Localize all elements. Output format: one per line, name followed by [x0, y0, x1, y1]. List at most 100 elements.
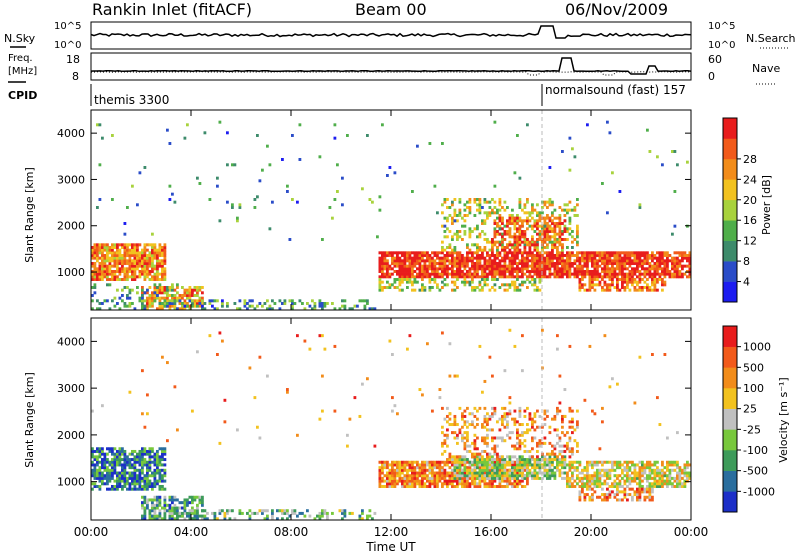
heatmap-cell: [568, 439, 572, 443]
heatmap-cell: [111, 299, 114, 303]
heatmap-cell: [366, 377, 369, 381]
heatmap-cell: [493, 463, 497, 467]
heatmap-cell: [663, 254, 667, 257]
heatmap-cell: [486, 259, 489, 263]
heatmap-cell: [563, 267, 567, 271]
heatmap-cell: [661, 283, 664, 287]
heatmap-cell: [648, 484, 652, 488]
heatmap-cell: [581, 479, 584, 483]
heatmap-cell: [111, 474, 114, 478]
heatmap-cell: [593, 476, 597, 480]
heatmap-cell: [401, 288, 404, 292]
heatmap-cell: [413, 288, 417, 292]
heatmap-cell: [648, 262, 652, 265]
heatmap-cell: [613, 262, 617, 265]
heatmap-cell: [533, 219, 537, 223]
heatmap-cell: [638, 498, 642, 502]
heatmap-cell: [386, 251, 389, 255]
heatmap-cell: [623, 259, 627, 263]
heatmap-cell: [151, 501, 154, 505]
heatmap-cell: [138, 476, 142, 480]
heatmap-cell: [108, 259, 112, 263]
heatmap-cell: [558, 256, 562, 260]
heatmap-cell: [133, 484, 137, 488]
heatmap-cell: [523, 463, 527, 467]
heatmap-cell: [153, 272, 157, 276]
heatmap-cell: [496, 211, 499, 215]
heatmap-cell: [566, 476, 569, 480]
heatmap-cell: [561, 425, 564, 429]
heatmap-cell: [393, 262, 397, 265]
heatmap-cell: [133, 264, 137, 268]
heatmap-cell: [661, 163, 664, 167]
heatmap-cell: [618, 498, 622, 502]
heatmap-cell: [438, 264, 442, 268]
heatmap-cell: [561, 414, 564, 418]
heatmap-cell: [493, 476, 497, 480]
heatmap-cell: [533, 280, 537, 284]
heatmap-cell: [498, 198, 502, 201]
heatmap-cell: [638, 256, 642, 260]
heatmap-cell: [191, 509, 194, 513]
heatmap-cell: [278, 509, 282, 513]
heatmap-cell: [446, 406, 449, 410]
heatmap-cell: [506, 256, 509, 260]
heatmap-cell: [358, 414, 362, 418]
heatmap-cell: [531, 275, 534, 279]
heatmap-cell: [521, 433, 524, 437]
heatmap-cell: [403, 259, 407, 263]
heatmap-cell: [246, 511, 249, 515]
heatmap-cell: [538, 219, 542, 223]
heatmap-cell: [523, 251, 527, 255]
heatmap-cell: [491, 428, 494, 432]
heatmap-cell: [448, 482, 452, 486]
heatmap-cell: [391, 396, 394, 400]
heatmap-cell: [546, 206, 549, 209]
heatmap-cell: [131, 267, 134, 271]
heatmap-cell: [108, 251, 112, 255]
heatmap-cell: [593, 474, 597, 478]
heatmap-cell: [628, 466, 632, 470]
heatmap-cell: [133, 474, 137, 478]
heatmap-cell: [518, 423, 522, 427]
heatmap-cell: [308, 514, 312, 518]
heatmap-cell: [536, 441, 539, 445]
heatmap-cell: [428, 471, 432, 475]
heatmap-cell: [591, 476, 594, 480]
heatmap-cell: [103, 270, 107, 273]
heatmap-cell: [116, 248, 119, 252]
heatmap-cell: [158, 479, 162, 483]
heatmap-cell: [496, 278, 499, 281]
heatmap-cell: [493, 460, 497, 464]
heatmap-cell: [418, 270, 422, 273]
heatmap-cell: [468, 463, 472, 467]
heatmap-cell: [261, 509, 264, 513]
heatmap-cell: [576, 270, 579, 273]
heatmap-cell: [131, 302, 134, 305]
heatmap-cell: [616, 484, 619, 488]
heatmap-cell: [103, 243, 107, 247]
heatmap-cell: [473, 484, 477, 488]
heatmap-cell: [136, 275, 139, 279]
heatmap-cell: [503, 458, 507, 462]
heatmap-cell: [441, 240, 444, 244]
heatmap-cell: [123, 458, 127, 462]
heatmap-cell: [426, 484, 429, 488]
heatmap-cell: [608, 131, 612, 135]
heatmap-cell: [658, 254, 662, 257]
heatmap-cell: [536, 409, 539, 413]
heatmap-cell: [441, 476, 444, 480]
heatmap-cell: [193, 288, 197, 292]
heatmap-cell: [528, 211, 532, 215]
heatmap-cell: [93, 474, 97, 478]
heatmap-cell: [646, 479, 649, 483]
heatmap-cell: [521, 222, 524, 225]
heatmap-cell: [238, 307, 242, 311]
heatmap-cell: [483, 468, 487, 472]
heatmap-cell: [618, 479, 622, 483]
heatmap-cell: [118, 278, 122, 281]
heatmap-cell: [648, 267, 652, 271]
heatmap-cell: [308, 304, 312, 308]
heatmap-cell: [266, 144, 269, 148]
heatmap-cell: [501, 272, 504, 276]
